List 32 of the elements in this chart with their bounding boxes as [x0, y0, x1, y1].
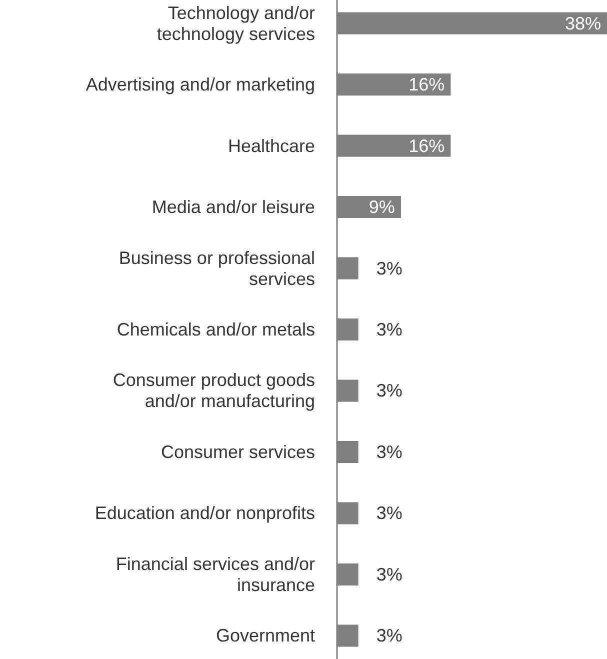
bar	[337, 563, 358, 586]
data-label: 3%	[376, 442, 402, 462]
bar	[337, 440, 358, 464]
y-tick-label: Government	[216, 626, 315, 646]
data-label: 16%	[408, 74, 445, 95]
data-label: 3%	[376, 320, 402, 340]
y-tick-label: Business or professional services	[118, 248, 315, 289]
data-label: 9%	[368, 197, 395, 218]
data-label: 16%	[408, 136, 445, 156]
data-label: 3%	[376, 564, 402, 584]
data-label: 38%	[564, 13, 601, 34]
bar	[337, 134, 451, 157]
data-label: 3%	[376, 380, 402, 401]
bar	[337, 73, 451, 96]
data-label: 3%	[376, 503, 402, 524]
y-tick-label: Healthcare	[228, 136, 315, 156]
y-tick-label: Consumer product goods and/or manufacturing	[112, 370, 315, 412]
data-label: 3%	[376, 258, 402, 278]
bar	[337, 318, 358, 341]
bar	[337, 624, 358, 647]
bar	[337, 12, 607, 34]
y-tick-label: Technology and/or technology services	[156, 2, 315, 44]
bar	[337, 502, 358, 524]
y-tick-label: Education and/or nonprofits	[94, 503, 315, 524]
y-tick-label: Media and/or leisure	[152, 197, 315, 218]
y-tick-label: Advertising and/or marketing	[86, 74, 315, 95]
y-tick-label: Consumer services	[160, 442, 315, 462]
y-tick-label: Financial services and/or insurance	[116, 554, 315, 595]
bar	[337, 257, 358, 280]
data-label: 3%	[376, 626, 402, 646]
bar	[337, 380, 358, 402]
y-tick-label: Chemicals and/or metals	[116, 320, 315, 340]
